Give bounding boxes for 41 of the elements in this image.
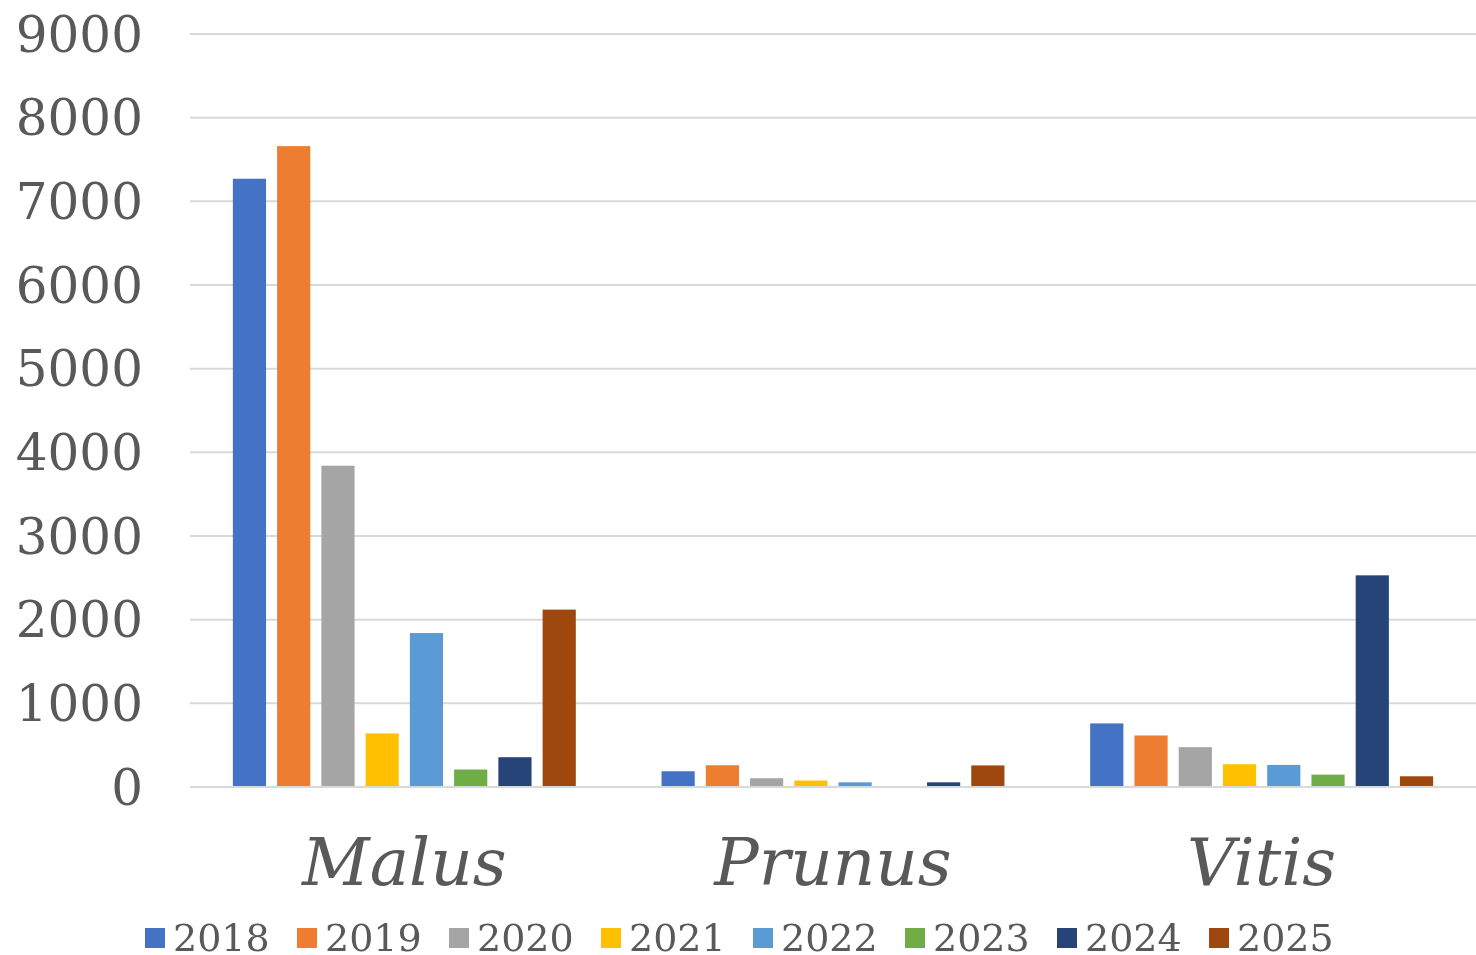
bar <box>1178 747 1212 787</box>
y-tick-label: 0 <box>111 758 143 817</box>
legend-label: 2023 <box>933 916 1030 955</box>
legend-label: 2018 <box>173 916 270 955</box>
legend-label: 2019 <box>325 916 422 955</box>
bar <box>498 757 532 787</box>
legend-label: 2020 <box>477 916 574 955</box>
x-tick-label: Prunus <box>713 824 952 901</box>
x-tick-label: Malus <box>301 824 507 901</box>
bar <box>365 733 399 787</box>
x-tick-label: Vitis <box>1187 824 1337 901</box>
bar <box>542 609 576 787</box>
bar <box>971 765 1005 787</box>
y-tick-label: 2000 <box>15 591 143 650</box>
bar <box>1399 776 1434 787</box>
bar <box>750 778 784 787</box>
bar <box>1134 735 1168 787</box>
bar <box>1311 774 1345 787</box>
legend-label: 2025 <box>1237 916 1334 955</box>
y-tick-label: 9000 <box>15 5 143 64</box>
y-tick-label: 6000 <box>15 256 143 315</box>
bar <box>661 771 695 787</box>
bar <box>232 178 267 787</box>
y-tick-label: 7000 <box>15 172 143 231</box>
y-tick-label: 4000 <box>15 423 143 482</box>
y-tick-label: 3000 <box>15 507 143 566</box>
bar <box>1222 764 1257 787</box>
bar <box>1267 764 1301 787</box>
legend-label: 2024 <box>1085 916 1182 955</box>
y-tick-label: 1000 <box>15 674 143 733</box>
legend-label: 2022 <box>781 916 878 955</box>
bar <box>277 146 311 787</box>
bar <box>705 765 739 787</box>
legend-label: 2021 <box>629 916 726 955</box>
bar <box>409 633 444 787</box>
y-tick-label: 5000 <box>15 340 143 399</box>
bar <box>1355 575 1389 787</box>
bar <box>1090 723 1124 787</box>
bar <box>454 769 488 787</box>
bar <box>321 465 355 787</box>
y-tick-label: 8000 <box>15 89 143 148</box>
